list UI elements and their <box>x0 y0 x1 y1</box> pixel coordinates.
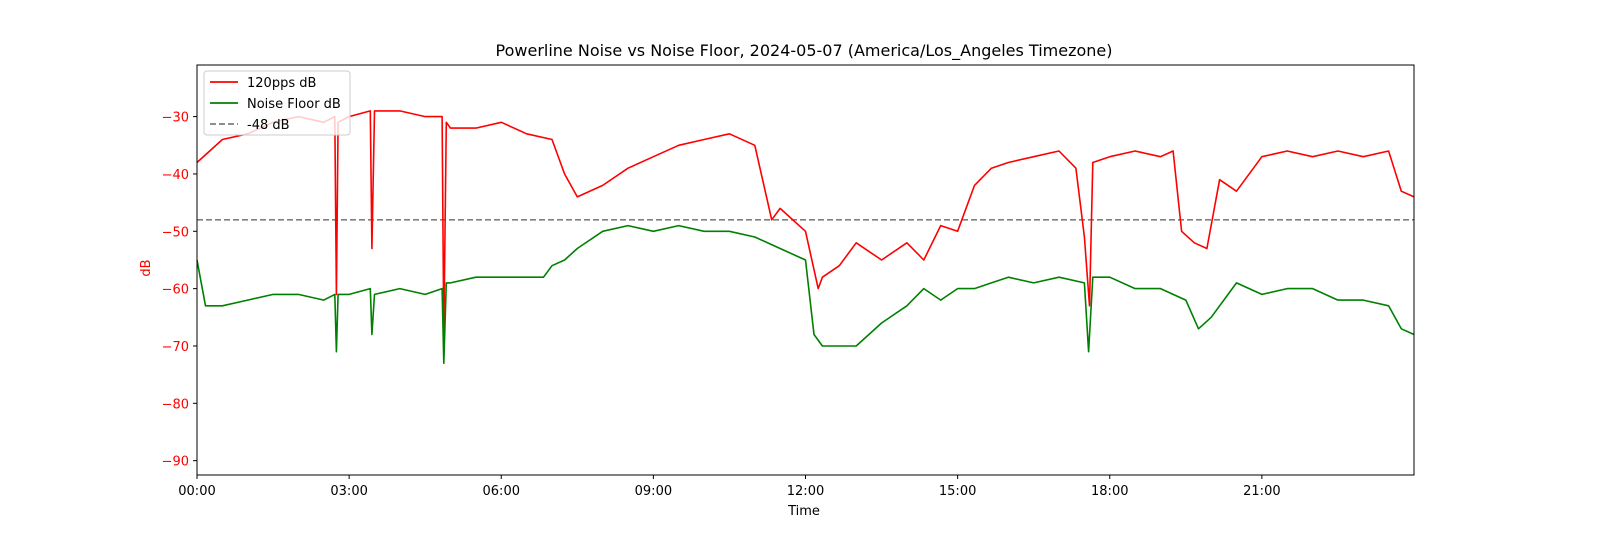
chart-title: Powerline Noise vs Noise Floor, 2024-05-… <box>496 41 1113 61</box>
series-noise-floor-line <box>196 224 1415 365</box>
y-tick-label: −80 <box>162 397 189 412</box>
legend-label: -48 dB <box>247 118 290 133</box>
x-tick-label: 12:00 <box>787 484 824 499</box>
y-tick-label: −90 <box>162 455 189 470</box>
legend-label: 120pps dB <box>247 76 316 91</box>
axes: 00:00 03:00 06:00 09:00 12:00 15:00 18:00 21:00… <box>162 64 1415 499</box>
y-tick-label: −40 <box>162 168 189 183</box>
series-120pps-line <box>196 110 1415 336</box>
x-tick-label: 09:00 <box>635 484 672 499</box>
x-tick-label: 18:00 <box>1091 484 1128 499</box>
legend-label: Noise Floor dB <box>247 97 341 112</box>
legend: 120pps dB Noise Floor dB -48 dB <box>203 70 351 136</box>
legend-box <box>203 70 351 136</box>
x-tick-label: 03:00 <box>330 484 367 499</box>
y-tick-label: −50 <box>162 225 189 240</box>
x-tick-label: 21:00 <box>1243 484 1280 499</box>
y-tick-label: −30 <box>162 111 189 126</box>
x-axis-title: Time <box>787 504 820 519</box>
x-tick-label: 06:00 <box>483 484 520 499</box>
x-tick-label: 15:00 <box>939 484 976 499</box>
y-tick-label: −60 <box>162 283 189 298</box>
plot-area <box>196 110 1415 365</box>
y-tick-label: −70 <box>162 340 189 355</box>
y-axis-title: dB <box>139 259 154 276</box>
x-tick-label: 00:00 <box>178 484 215 499</box>
